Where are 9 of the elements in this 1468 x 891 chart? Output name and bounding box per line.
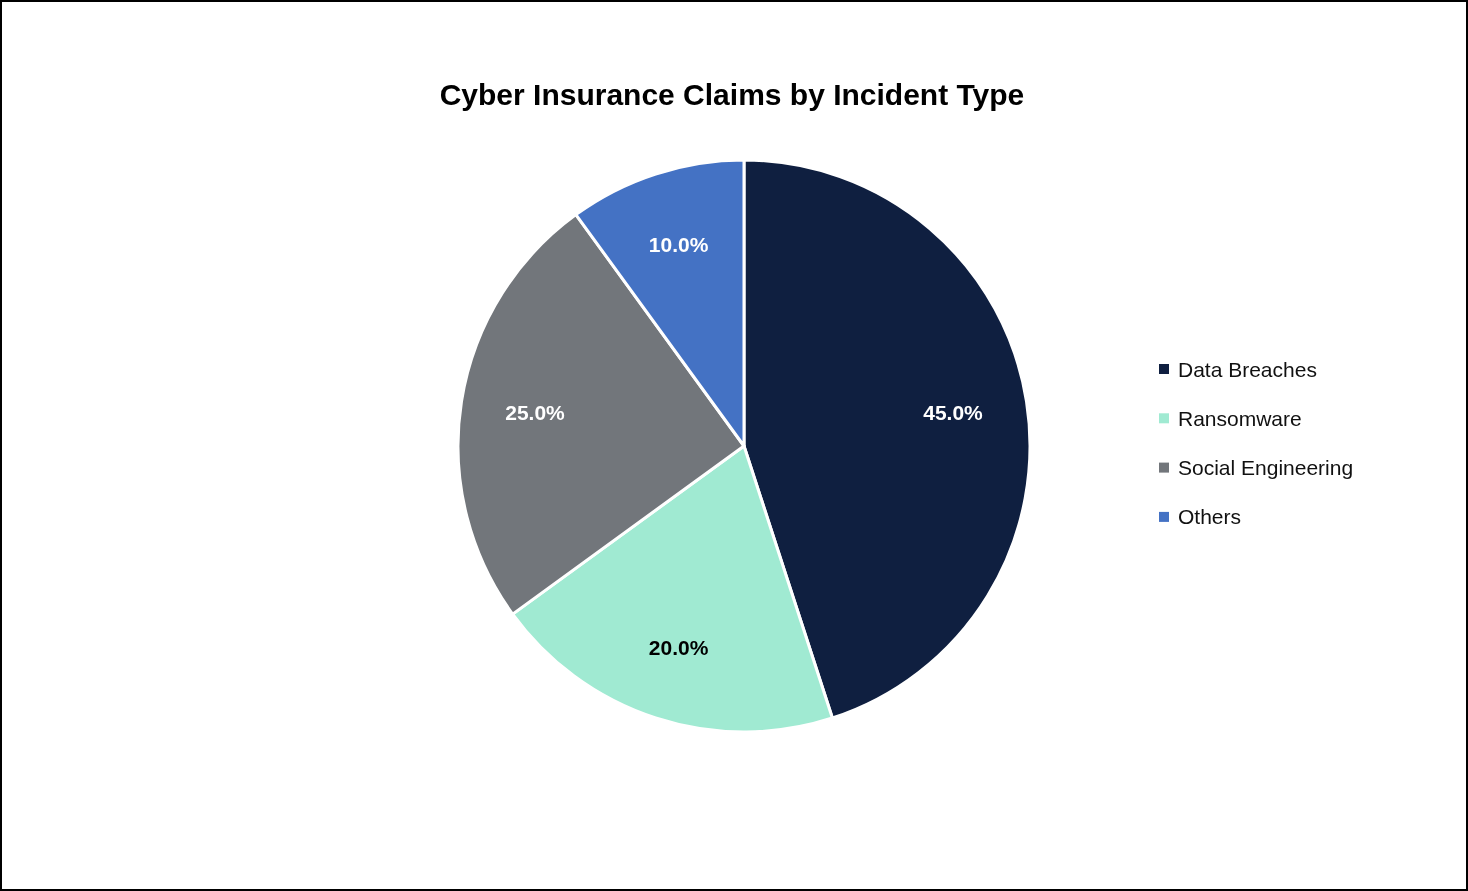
chart-title: Cyber Insurance Claims by Incident Type — [439, 77, 1025, 111]
data-label: 45.0% — [923, 401, 984, 425]
data-label: 25.0% — [505, 401, 566, 425]
legend-label: Ransomware — [1178, 406, 1302, 430]
legend-label: Social Engineering — [1178, 456, 1354, 480]
legend-label: Others — [1178, 505, 1242, 529]
data-label: 10.0% — [648, 233, 709, 257]
data-label: 20.0% — [648, 635, 709, 659]
legend-label: Data Breaches — [1178, 357, 1317, 381]
